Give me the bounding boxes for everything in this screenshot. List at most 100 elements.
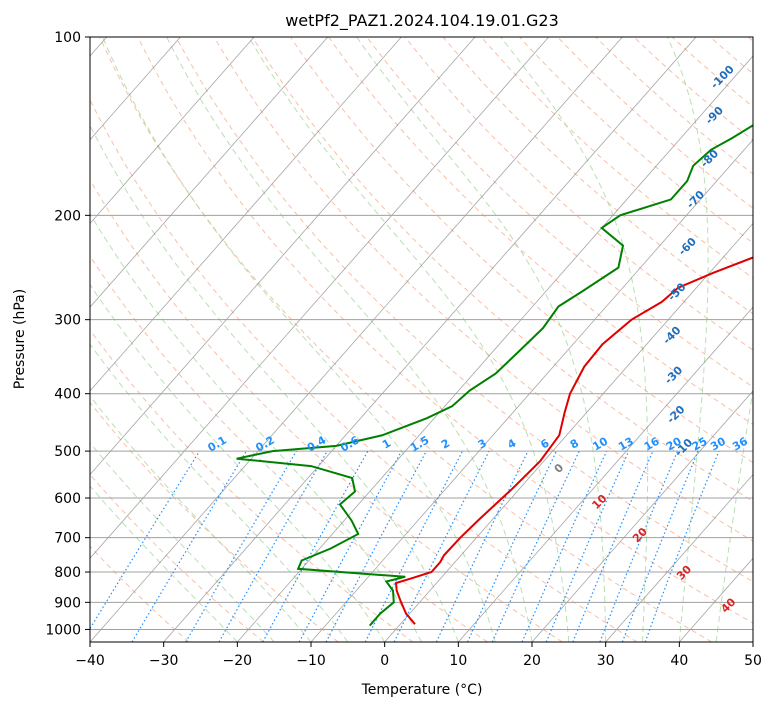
- dry-adiabat: [137, 37, 753, 624]
- dry-adiabat: [90, 178, 563, 642]
- isotherm: [458, 306, 753, 642]
- dry-adiabat: [633, 37, 753, 141]
- x-tick-label: −10: [296, 653, 326, 669]
- mixing-ratio-line: [572, 450, 654, 642]
- isotherm: [90, 37, 623, 642]
- moist-adiabat: [90, 485, 238, 642]
- mixing-ratio-line: [90, 450, 201, 630]
- isotherm: [90, 37, 550, 559]
- dry-adiabat-label: -40: [660, 324, 683, 347]
- dry-adiabat-label: -90: [703, 104, 726, 127]
- y-ticks: 100 200 300 400 500 600 700 800 900 1000: [45, 30, 90, 638]
- mixing-ratio-line: [466, 450, 558, 642]
- y-tick-label: 800: [54, 565, 81, 581]
- dry-adiabat: [213, 37, 753, 542]
- dry-adiabat: [748, 37, 753, 42]
- mixing-ratio-line: [599, 450, 679, 642]
- y-tick-label: 500: [54, 444, 81, 460]
- x-tick-label: −20: [223, 653, 253, 669]
- mixing-ratio-line: [262, 450, 369, 642]
- moist-adiabat: [356, 37, 607, 642]
- x-tick-label: −40: [75, 653, 105, 669]
- x-tick-label: 0: [380, 653, 389, 669]
- profile-lines: [236, 124, 753, 627]
- y-tick-label: 300: [54, 313, 81, 329]
- dry-adiabat: [366, 37, 753, 388]
- dry-adiabat: [90, 255, 488, 642]
- mixing-ratio-line: [364, 450, 464, 642]
- dry-adiabat: [442, 37, 753, 315]
- moist-adiabat: [248, 37, 570, 642]
- isotherm: [90, 37, 255, 225]
- moist-adiabat: [667, 37, 709, 642]
- isotherm: [384, 222, 753, 642]
- mixing-ratio-label: 2: [439, 437, 452, 452]
- background-lines: [90, 37, 753, 642]
- x-tick-label: 20: [523, 653, 541, 669]
- mixing-ratio-line: [644, 450, 720, 642]
- moist-adiabat: [90, 124, 459, 642]
- isotherm: [90, 37, 402, 392]
- chart-title: wetPf2_PAZ1.2024.104.19.01.G23: [285, 11, 559, 31]
- mixing-ratio-line: [621, 450, 699, 642]
- dry-adiabat: [90, 401, 339, 642]
- mixing-ratio-line: [218, 450, 328, 642]
- x-tick-label: 10: [449, 653, 467, 669]
- profile-line: [236, 124, 753, 627]
- profile-line: [394, 256, 753, 625]
- dry-adiabat-label: -30: [662, 363, 685, 386]
- isotherm: [679, 557, 753, 642]
- isotherm: [90, 37, 329, 308]
- y-tick-label: 700: [54, 531, 81, 547]
- isotherm: [90, 37, 181, 141]
- isotherm: [163, 37, 697, 642]
- moist-adiabat: [90, 212, 422, 642]
- plot-frame: [89, 36, 754, 643]
- y-tick-label: 200: [54, 208, 81, 224]
- dry-adiabat: [328, 37, 753, 425]
- dry-adiabat: [90, 98, 638, 642]
- dry-adiabat-label: -70: [684, 188, 707, 211]
- isotherm: [605, 473, 753, 642]
- y-tick-label: 1000: [45, 622, 81, 638]
- moist-adiabat: [102, 37, 496, 642]
- x-tick-label: 30: [597, 653, 615, 669]
- x-tick-label: −30: [149, 653, 179, 669]
- y-tick-label: 900: [54, 595, 81, 611]
- dry-adiabat: [90, 329, 414, 642]
- dry-adiabat: [709, 37, 753, 75]
- dry-adiabat: [480, 37, 753, 279]
- dry-adiabat: [290, 37, 753, 464]
- y-axis-label: Pressure (hPa): [12, 289, 28, 389]
- mixing-ratio-line: [393, 450, 490, 642]
- mixing-ratio-label: 3: [476, 437, 489, 452]
- dry-adiabat: [557, 37, 753, 209]
- moist-adiabat: [90, 343, 349, 642]
- mixing-ratio-label: 4: [505, 436, 518, 451]
- mixing-ratio-line: [545, 450, 630, 642]
- dry-adiabat: [90, 545, 190, 642]
- dry-adiabat: [90, 473, 264, 642]
- dry-adiabat-label: -60: [676, 235, 699, 258]
- moist-adiabat: [90, 395, 312, 642]
- mixing-ratio-line: [131, 450, 247, 642]
- mixing-ratio-line: [325, 450, 427, 642]
- mixing-ratio-line: [298, 450, 403, 642]
- moist-adiabat: [90, 283, 386, 642]
- mixing-ratio-line: [185, 450, 297, 642]
- mixing-ratio-label: 8: [568, 437, 581, 452]
- isotherm: [237, 55, 753, 642]
- dry-adiabat: [99, 37, 712, 642]
- isotherm: [752, 641, 753, 642]
- x-axis-label: Temperature (°C): [361, 682, 483, 698]
- isotherm: [90, 37, 476, 476]
- moist-adiabat: [715, 387, 753, 642]
- moist-adiabat-label: 0: [552, 461, 567, 476]
- dry-adiabat: [404, 37, 753, 351]
- y-tick-label: 400: [54, 387, 81, 403]
- dry-adiabat: [519, 37, 753, 244]
- moist-adiabat: [166, 37, 533, 642]
- dry-adiabat-label: -100: [708, 63, 737, 92]
- moist-adiabat-label: 30: [674, 563, 694, 583]
